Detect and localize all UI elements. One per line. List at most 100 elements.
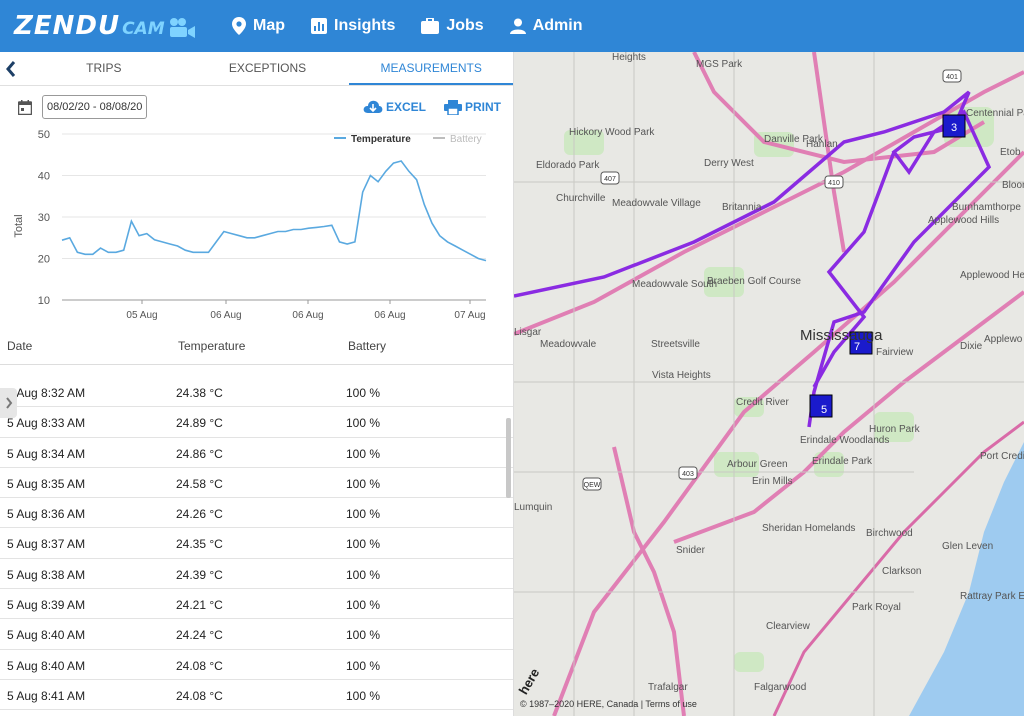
date-range-input[interactable]: 08/02/20 - 08/08/20	[42, 95, 148, 119]
place-label: Clearview	[766, 621, 811, 632]
table-row[interactable]: 5 Aug 8:41 AM 24.08 °C 100 %	[0, 680, 513, 711]
place-label: Hickory Wood Park	[569, 127, 655, 138]
legend-temperature-label[interactable]: Temperature	[351, 134, 411, 145]
nav-insights-label: Insights	[334, 17, 396, 34]
table-row[interactable]: 5 Aug 8:37 AM 24.35 °C 100 %	[0, 528, 513, 559]
tab-exceptions[interactable]: EXCEPTIONS	[228, 61, 307, 75]
column-header-temperature[interactable]: Temperature	[178, 339, 246, 353]
place-label: Applewood Hills	[928, 215, 999, 226]
excel-label: EXCEL	[385, 100, 426, 114]
parks	[564, 107, 994, 672]
back-button[interactable]	[0, 52, 22, 86]
place-label: Erindale Woodlands	[800, 435, 889, 446]
place-label: Arbour Green	[727, 459, 788, 470]
table-row[interactable]: 5 Aug 8:32 AM 24.38 °C 100 %	[0, 377, 513, 408]
cell-temperature: 24.86 °C	[176, 446, 223, 461]
table-row[interactable]: 5 Aug 8:40 AM 24.24 °C 100 %	[0, 619, 513, 650]
place-label: Churchville	[556, 193, 606, 204]
place-label: Huron Park	[869, 424, 921, 435]
place-label: Vista Heights	[652, 370, 711, 381]
table-row[interactable]: 5 Aug 8:38 AM 24.39 °C 100 %	[0, 559, 513, 590]
place-label: Burnhamthorpe	[952, 202, 1021, 213]
place-label: Birchwood	[866, 528, 913, 539]
highway-shield	[678, 466, 698, 480]
zenducam-logo[interactable]: ZENDU CAM	[14, 6, 214, 46]
place-label: Britannia	[722, 202, 762, 213]
cell-date: 5 Aug 8:36 AM	[7, 507, 86, 522]
marker-label-7: 7	[854, 341, 860, 353]
vehicle-route	[514, 90, 992, 428]
table-row[interactable]: 5 Aug 8:33 AM 24.89 °C 100 %	[0, 407, 513, 438]
column-header-battery[interactable]: Battery	[348, 339, 387, 353]
nav-admin[interactable]: Admin	[509, 17, 582, 35]
place-label: Port Credit	[980, 451, 1024, 462]
place-label: Fairview	[876, 347, 914, 358]
table-header: Date Temperature Battery	[0, 335, 513, 365]
camera-icon	[169, 18, 195, 38]
table-row[interactable]: 5 Aug 8:36 AM 24.26 °C 100 %	[0, 498, 513, 529]
nav-map-label: Map	[253, 17, 285, 34]
map-marker-5[interactable]: 5	[809, 394, 833, 418]
collapse-panel-button[interactable]	[0, 388, 17, 418]
cell-battery: 100 %	[346, 446, 381, 461]
cell-date: 5 Aug 8:33 AM	[7, 416, 86, 431]
cell-date: 5 Aug 8:34 AM	[7, 446, 86, 461]
cell-temperature: 24.24 °C	[176, 628, 223, 643]
cell-date: 5 Aug 8:40 AM	[7, 628, 86, 643]
place-label: Eldorado Park	[536, 160, 600, 171]
cell-battery: 100 %	[346, 476, 381, 491]
place-label: Danville Park	[764, 134, 824, 145]
cell-temperature: 24.58 °C	[176, 476, 223, 491]
map-canvas[interactable]: 3 7 5 Heights MGS Park Hickory Wood Park Da…	[514, 52, 1024, 716]
place-label: Bloor Garde	[1002, 180, 1024, 191]
excel-export-button[interactable]: EXCEL	[363, 100, 426, 114]
highway-label: 407	[604, 176, 616, 183]
table-row[interactable]: 5 Aug 8:39 AM 24.21 °C 100 %	[0, 589, 513, 620]
measurements-panel: TRIPS EXCEPTIONS MEASUREMENTS 08/02/20 -…	[0, 52, 514, 716]
x-tick-label: 05 Aug	[126, 310, 157, 321]
place-label: Sheridan Homelands	[762, 523, 855, 534]
highway-shields: 401 407 410 403 QEW	[582, 69, 962, 491]
map-attribution[interactable]: © 1987–2020 HERE, Canada | Terms of use	[520, 699, 697, 709]
table-row[interactable]: 5 Aug 8:40 AM 24.08 °C 100 %	[0, 650, 513, 680]
place-label: Applewo Acres	[984, 334, 1024, 345]
print-button[interactable]: PRINT	[444, 99, 501, 115]
map-view[interactable]: 3 7 5 Heights MGS Park Hickory Wood Park Da…	[514, 52, 1024, 716]
x-tick-label: 06 Aug	[292, 310, 323, 321]
highway-label: 401	[946, 74, 958, 81]
nav-jobs[interactable]: Jobs	[421, 17, 484, 35]
place-label: Streetsville	[651, 339, 700, 350]
logo-sub-text: CAM	[122, 19, 165, 39]
cell-battery: 100 %	[346, 416, 381, 431]
table-scrollbar[interactable]	[506, 418, 511, 498]
cell-temperature: 24.26 °C	[176, 507, 223, 522]
streets	[514, 52, 1024, 716]
map-marker-3[interactable]: 3	[942, 114, 966, 138]
legend-battery-label[interactable]: Battery	[450, 134, 482, 145]
marker-label-5: 5	[821, 404, 827, 416]
chevron-left-icon	[6, 61, 16, 77]
calendar-icon[interactable]	[18, 99, 32, 115]
place-label: Glen Leven	[942, 541, 993, 552]
cell-battery: 100 %	[346, 567, 381, 582]
table-row[interactable]: 5 Aug 8:34 AM 24.86 °C 100 %	[0, 438, 513, 468]
tab-trips[interactable]: TRIPS	[86, 61, 122, 75]
tab-measurements[interactable]: MEASUREMENTS	[349, 52, 513, 85]
y-tick-label: 20	[38, 254, 50, 266]
map-marker-7[interactable]: 7	[849, 331, 873, 355]
x-tick-label: 06 Aug	[210, 310, 241, 321]
nav-insights[interactable]: Insights	[311, 17, 395, 35]
column-header-date[interactable]: Date	[7, 339, 33, 353]
place-label: Etob	[1000, 147, 1021, 158]
cell-battery: 100 %	[346, 507, 381, 522]
place-label: Credit River	[736, 397, 789, 408]
marker-label-3: 3	[951, 122, 957, 134]
place-label: Lisgar	[514, 327, 542, 338]
table-row[interactable]: 5 Aug 8:35 AM 24.58 °C 100 %	[0, 468, 513, 499]
cell-date: 5 Aug 8:35 AM	[7, 476, 86, 491]
place-label: Hanlan	[806, 139, 838, 150]
nav-map[interactable]: Map	[232, 17, 285, 35]
temperature-line-chart: 10 20 30 40 50 05 Aug 06 Aug 06 Aug 06 Aug 07 Aug…	[13, 130, 487, 321]
y-tick-label: 10	[38, 295, 50, 307]
highway-shield	[824, 175, 844, 189]
